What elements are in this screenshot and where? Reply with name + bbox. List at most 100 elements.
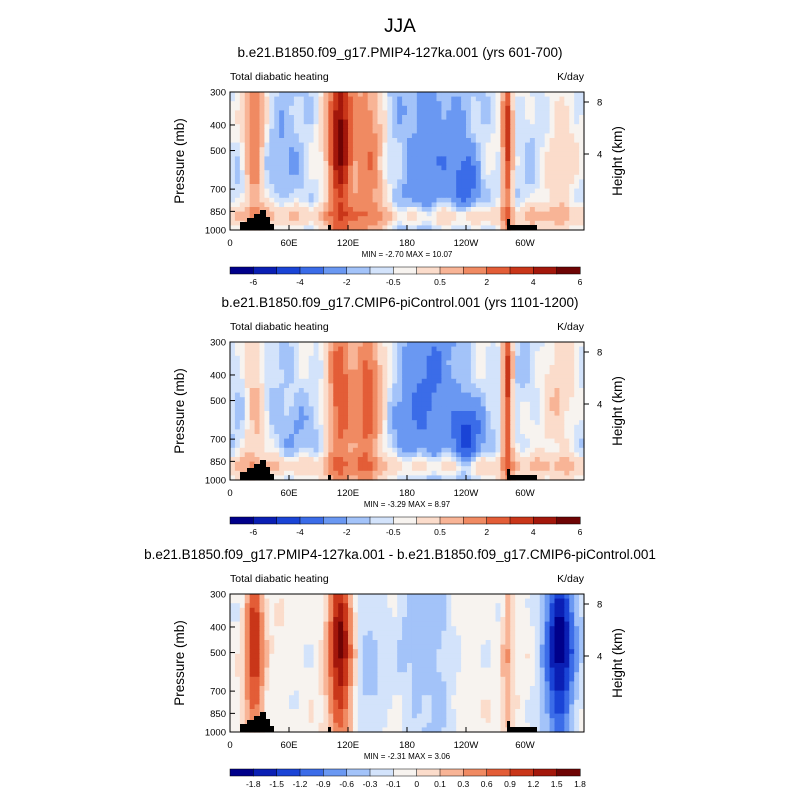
heatmap-cell <box>411 96 418 102</box>
heatmap-cell <box>534 119 541 125</box>
heatmap-cell <box>431 193 438 199</box>
heatmap-cell <box>431 603 438 609</box>
heatmap-cell <box>569 133 575 139</box>
heatmap-cell <box>510 174 516 180</box>
heatmap-cell <box>264 420 270 426</box>
heatmap-cell <box>534 124 541 130</box>
heatmap-cell <box>293 225 300 231</box>
heatmap-cell <box>451 128 457 134</box>
heatmap-cell <box>456 188 462 194</box>
heatmap-cell <box>456 438 462 444</box>
heatmap-cell <box>564 392 570 398</box>
heatmap-cell <box>441 346 447 352</box>
heatmap-cell <box>293 466 300 472</box>
heatmap-cell <box>348 461 354 467</box>
heatmap-cell <box>362 355 369 361</box>
heatmap-cell <box>529 174 536 180</box>
heatmap-cell <box>574 388 580 394</box>
heatmap-cell <box>239 438 246 444</box>
heatmap-cell <box>402 397 408 403</box>
heatmap-cell <box>279 165 285 171</box>
heatmap-cell <box>505 461 511 467</box>
heatmap-cell <box>254 378 261 384</box>
heatmap-cell <box>485 360 492 366</box>
heatmap-cell <box>554 128 561 134</box>
heatmap-cell <box>289 365 295 371</box>
heatmap-cell <box>544 406 551 412</box>
heatmap-cell <box>490 392 497 398</box>
heatmap-cell <box>234 598 241 604</box>
heatmap-cell <box>362 184 369 190</box>
heatmap-cell <box>470 466 477 472</box>
heatmap-cell <box>549 119 556 125</box>
heatmap-cell <box>254 411 261 417</box>
heatmap-cell <box>259 621 266 627</box>
heatmap-cell <box>362 420 369 426</box>
heatmap-cell <box>328 124 334 130</box>
heatmap-cell <box>451 96 457 102</box>
heatmap-cell <box>269 420 275 426</box>
heatmap-cell <box>549 434 556 440</box>
heatmap-cell <box>446 415 452 421</box>
heatmap-cell <box>234 161 241 167</box>
heatmap-cell <box>328 225 334 231</box>
heatmap-cell <box>574 197 580 203</box>
heatmap-cell <box>544 119 551 125</box>
heatmap-cell <box>362 142 369 148</box>
heatmap-cell <box>338 184 344 190</box>
heatmap-cell <box>269 161 275 167</box>
heatmap-cell <box>495 188 502 194</box>
heatmap-cell <box>308 211 315 217</box>
heatmap-cell <box>480 105 487 111</box>
heatmap-cell <box>313 452 320 458</box>
heatmap-cell <box>234 406 241 412</box>
heatmap-cell <box>318 420 325 426</box>
heatmap-cell <box>549 342 556 348</box>
heatmap-cell <box>264 621 270 627</box>
heatmap-cell <box>441 193 447 199</box>
heatmap-cell <box>426 415 433 421</box>
heatmap-cell <box>348 617 354 623</box>
heatmap-cell <box>372 174 379 180</box>
heatmap-cell <box>461 124 467 130</box>
heatmap-cell <box>377 124 384 130</box>
heatmap-cell <box>421 170 428 176</box>
heatmap-cell <box>456 124 462 130</box>
heatmap-cell <box>480 443 487 449</box>
heatmap-cell <box>416 461 423 467</box>
heatmap-cell <box>525 220 531 226</box>
heatmap-cell <box>416 369 423 375</box>
heatmap-cell <box>510 594 516 600</box>
heatmap-cell <box>490 92 497 98</box>
x-tick-label: 60W <box>515 238 535 249</box>
heatmap-cell <box>382 346 388 352</box>
heatmap-cell <box>470 612 477 618</box>
heatmap-cell <box>411 365 418 371</box>
heatmap-cell <box>421 179 428 185</box>
heatmap-cell <box>515 392 521 398</box>
heatmap-cell <box>234 197 241 203</box>
heatmap-cell <box>269 447 275 453</box>
heatmap-cell <box>254 96 261 102</box>
heatmap-cell <box>387 607 393 613</box>
heatmap-cell <box>303 170 310 176</box>
heatmap-cell <box>249 383 256 389</box>
heatmap-cell <box>254 161 261 167</box>
heatmap-cell <box>426 360 433 366</box>
heatmap-cell <box>397 621 403 627</box>
heatmap-cell <box>357 397 364 403</box>
heatmap-cell <box>525 461 531 467</box>
x-tick-label: 120E <box>337 488 359 499</box>
heatmap-cell <box>338 179 344 185</box>
heatmap-cell <box>249 603 256 609</box>
heatmap-cell <box>515 110 521 116</box>
y-tick-label: 850 <box>210 207 226 218</box>
heatmap-cell <box>338 461 344 467</box>
heatmap-cell <box>392 151 398 157</box>
heatmap-cell <box>510 96 516 102</box>
heatmap-cell <box>303 184 310 190</box>
heatmap-cell <box>382 374 388 380</box>
heatmap-cell <box>259 424 266 430</box>
heatmap-cell <box>500 598 506 604</box>
heatmap-cell <box>387 612 393 618</box>
